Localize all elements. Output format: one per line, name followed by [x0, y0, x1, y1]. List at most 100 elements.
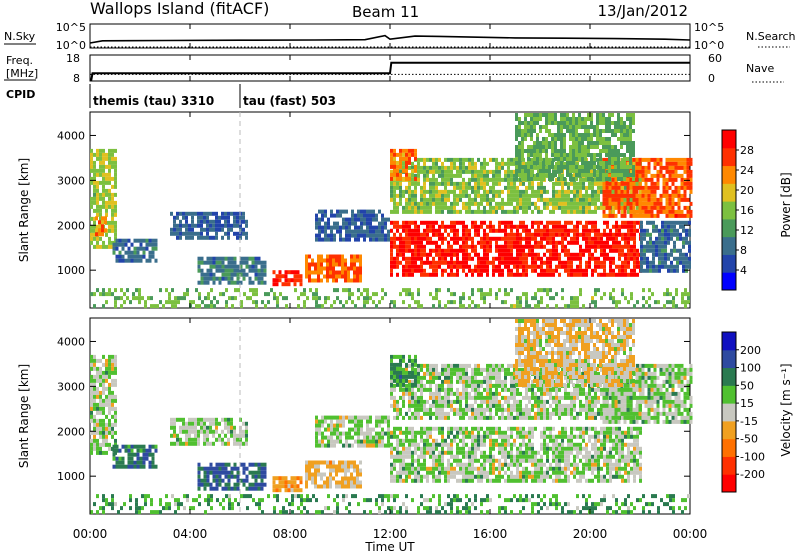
- heatmap-cell: [378, 300, 381, 305]
- heatmap-cell: [115, 456, 119, 461]
- heatmap-cell: [197, 474, 201, 479]
- heatmap-cell: [245, 433, 248, 438]
- heatmap-cell: [93, 362, 96, 367]
- heatmap-cell: [549, 236, 552, 241]
- heatmap-cell: [417, 304, 420, 309]
- heatmap-cell: [90, 164, 93, 169]
- heatmap-cell: [471, 201, 474, 206]
- heatmap-cell: [513, 193, 516, 198]
- heatmap-cell: [671, 169, 675, 174]
- heatmap-cell: [530, 125, 533, 129]
- heatmap-cell: [438, 260, 441, 265]
- heatmap-cell: [272, 480, 276, 485]
- heatmap-cell: [537, 220, 540, 225]
- heatmap-cell: [603, 232, 606, 237]
- heatmap-cell: [323, 258, 326, 263]
- heatmap-cell: [99, 156, 102, 161]
- heatmap-cell: [546, 264, 549, 269]
- heatmap-cell: [447, 248, 450, 253]
- heatmap-cell: [579, 264, 582, 269]
- heatmap-cell: [688, 248, 691, 253]
- heatmap-cell: [510, 272, 513, 277]
- heatmap-cell: [519, 300, 522, 305]
- heatmap-cell: [203, 437, 206, 442]
- heatmap-cell: [599, 133, 602, 137]
- heatmap-cell: [552, 240, 555, 245]
- heatmap-cell: [450, 157, 453, 162]
- heatmap-cell: [507, 236, 510, 241]
- heatmap-cell: [656, 209, 660, 214]
- heatmap-cell: [563, 113, 566, 117]
- heatmap-cell: [174, 296, 177, 301]
- heatmap-cell: [685, 232, 688, 237]
- heatmap-cell: [354, 419, 357, 424]
- heatmap-cell: [483, 232, 486, 237]
- heatmap-cell: [429, 228, 432, 233]
- heatmap-cell: [641, 197, 645, 202]
- heatmap-cell: [303, 292, 306, 297]
- heatmap-cell: [495, 181, 498, 186]
- heatmap-cell: [330, 304, 333, 309]
- heatmap-cell: [408, 304, 411, 309]
- colorbar-tick-label: 8: [740, 244, 747, 257]
- heatmap-cell: [563, 117, 566, 121]
- heatmap-cell: [233, 466, 237, 471]
- heatmap-cell: [429, 165, 432, 170]
- heatmap-cell: [462, 157, 465, 162]
- heatmap-cell: [515, 125, 518, 129]
- heatmap-cell: [670, 228, 673, 233]
- heatmap-cell: [530, 121, 533, 125]
- heatmap-cell: [522, 244, 525, 249]
- heatmap-cell: [338, 468, 341, 473]
- heatmap-cell: [516, 201, 519, 206]
- heatmap-cell: [611, 193, 615, 198]
- heatmap-cell: [93, 414, 96, 419]
- heatmap-cell: [390, 268, 393, 273]
- heatmap-cell: [130, 464, 134, 469]
- heatmap-cell: [584, 137, 587, 141]
- heatmap-cell: [99, 292, 102, 297]
- heatmap-cell: [605, 189, 609, 194]
- heatmap-cell: [315, 419, 318, 424]
- heatmap-cell: [305, 480, 308, 485]
- heatmap-cell: [396, 209, 399, 214]
- heatmap-cell: [236, 276, 240, 281]
- heatmap-cell: [573, 272, 576, 277]
- heatmap-cell: [420, 244, 423, 249]
- heatmap-cell: [605, 149, 608, 153]
- heatmap-cell: [685, 268, 688, 273]
- heatmap-cell: [495, 264, 498, 269]
- heatmap-cell: [203, 425, 206, 430]
- heatmap-cell: [633, 220, 636, 225]
- heatmap-cell: [435, 240, 438, 245]
- heatmap-cell: [257, 486, 261, 491]
- heatmap-cell: [444, 205, 447, 210]
- heatmap-cell: [399, 232, 402, 237]
- heatmap-cell: [536, 133, 539, 137]
- heatmap-cell: [438, 244, 441, 249]
- heatmap-cell: [594, 268, 597, 273]
- heatmap-cell: [524, 177, 527, 181]
- heatmap-cell: [273, 296, 276, 301]
- heatmap-cell: [242, 462, 246, 467]
- heatmap-cell: [661, 248, 664, 253]
- heatmap-cell: [212, 474, 216, 479]
- heatmap-cell: [381, 213, 384, 218]
- heatmap-cell: [528, 264, 531, 269]
- heatmap-cell: [641, 205, 645, 210]
- heatmap-cell: [188, 417, 191, 422]
- heatmap-cell: [372, 439, 375, 444]
- heatmap-cell: [612, 244, 615, 249]
- heatmap-cell: [549, 264, 552, 269]
- heatmap-cell: [93, 168, 96, 173]
- heatmap-cell: [353, 464, 356, 469]
- heatmap-cell: [90, 358, 93, 363]
- heatmap-cell: [652, 268, 655, 273]
- heatmap-cell: [566, 169, 569, 173]
- heatmap-cell: [257, 462, 261, 467]
- heatmap-cell: [115, 238, 119, 243]
- heatmap-cell: [606, 272, 609, 277]
- heatmap-cell: [341, 468, 344, 473]
- heatmap-cell: [635, 169, 639, 174]
- heatmap-cell: [682, 224, 685, 229]
